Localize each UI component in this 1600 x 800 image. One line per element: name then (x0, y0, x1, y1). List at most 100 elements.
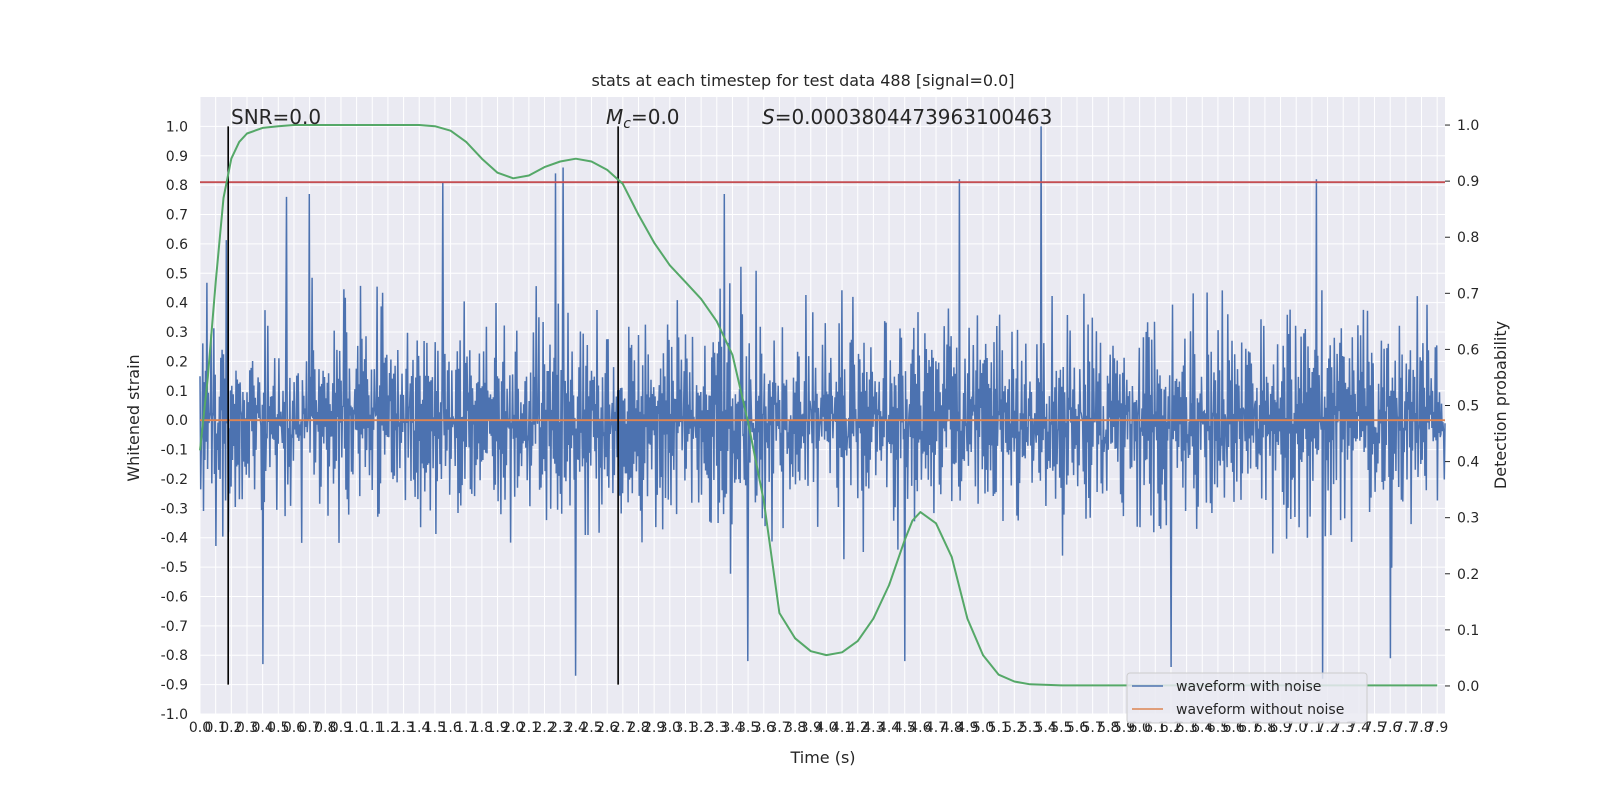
x-tick-label: 7.9 (1426, 720, 1448, 736)
x-tick-label: 5.0 (972, 720, 994, 736)
x-tick-label: 0.4 (252, 720, 274, 736)
x-tick-label: 3.3 (706, 720, 728, 736)
y-ticks: -1.0 -0.9 -0.8 -0.7 -0.6 -0.5 -0.4 -0.3 -0.2 -0.1… (161, 119, 188, 723)
x-tick-label: 2.7 (612, 720, 634, 736)
y-tick-label: 0.5 (166, 266, 188, 282)
x-tick-label: 3.0 (659, 720, 681, 736)
y-tick-label: 0.6 (166, 237, 188, 253)
y-tick-label: 0.3 (166, 325, 188, 341)
x-tick-label: 6.6 (1222, 720, 1244, 736)
x-tick-label: 0.6 (283, 720, 305, 736)
legend-label-noise: waveform with noise (1176, 679, 1321, 695)
noise-series-path (199, 126, 1446, 679)
chart-title: stats at each timestep for test data 488… (591, 71, 1014, 90)
x-tick-label: 1.0 (345, 720, 367, 736)
x-tick-label: 0.0 (189, 720, 211, 736)
x-tick-label: 5.6 (1066, 720, 1088, 736)
x-tick-label: 0.3 (236, 720, 258, 736)
x-tick-label: 6.4 (1191, 720, 1213, 736)
x-tick-label: 7.1 (1301, 720, 1323, 736)
x-tick-label: 7.3 (1332, 720, 1354, 736)
x-tick-label: 3.7 (768, 720, 790, 736)
y-tick-label: -0.5 (161, 560, 188, 576)
x-tick-label: 6.3 (1175, 720, 1197, 736)
x-ticks: 0.00.10.20.30.40.50.60.70.80.91.01.11.21… (189, 720, 1448, 736)
y-tick-label: -0.7 (161, 619, 188, 635)
x-tick-label: 5.2 (1003, 720, 1025, 736)
x-tick-label: 4.5 (894, 720, 916, 736)
y-tick-right-label: 0.7 (1457, 286, 1479, 302)
x-tick-label: 1.4 (408, 720, 430, 736)
x-tick-label: 0.5 (267, 720, 289, 736)
probability-series-path (199, 124, 1438, 687)
x-tick-label: 0.7 (298, 720, 320, 736)
legend-box (1126, 672, 1368, 724)
x-tick-label: 5.1 (988, 720, 1010, 736)
x-tick-label: 0.1 (205, 720, 227, 736)
x-tick-label: 3.9 (800, 720, 822, 736)
series-lines (199, 124, 1445, 687)
y-axis-label: Whitened strain (124, 354, 143, 481)
x-tick-label: 0.2 (220, 720, 242, 736)
y-tick-label: 0.0 (166, 413, 188, 429)
y-tick-label: -0.9 (161, 678, 188, 694)
legend-label-clean: waveform without noise (1176, 702, 1344, 718)
x-tick-label: 4.7 (925, 720, 947, 736)
x-tick-label: 2.6 (596, 720, 618, 736)
annotation-snr: SNR=0.0 (231, 105, 321, 129)
x-tick-label: 1.8 (471, 720, 493, 736)
x-tick-label: 0.8 (314, 720, 336, 736)
x-tick-label: 5.7 (1082, 720, 1104, 736)
x-tick-label: 4.8 (941, 720, 963, 736)
x-tick-label: 7.0 (1285, 720, 1307, 736)
x-tick-label: 4.2 (847, 720, 869, 736)
x-tick-label: 3.1 (674, 720, 696, 736)
y-tick-right-label: 0.4 (1457, 455, 1479, 471)
x-tick-label: 1.1 (361, 720, 383, 736)
y-tick-label: -0.1 (161, 443, 188, 459)
x-tick-label: 7.6 (1379, 720, 1401, 736)
x-tick-label: 2.5 (580, 720, 602, 736)
x-tick-label: 1.3 (392, 720, 414, 736)
x-tick-label: 6.7 (1238, 720, 1260, 736)
y-tick-label: -0.6 (161, 589, 188, 605)
x-tick-label: 4.3 (862, 720, 884, 736)
x-tick-label: 5.3 (1019, 720, 1041, 736)
x-tick-label: 0.9 (330, 720, 352, 736)
noise-series (199, 126, 1446, 679)
x-tick-label: 7.5 (1363, 720, 1385, 736)
x-tick-label: 1.5 (424, 720, 446, 736)
x-tick-label: 5.9 (1113, 720, 1135, 736)
x-tick-label: 4.0 (815, 720, 837, 736)
y-tick-label: -0.4 (161, 531, 188, 547)
x-tick-label: 4.4 (878, 720, 900, 736)
x-tick-label: 6.2 (1160, 720, 1182, 736)
x-tick-label: 7.7 (1395, 720, 1417, 736)
x-tick-label: 1.7 (455, 720, 477, 736)
y-tick-right-label: 0.3 (1457, 511, 1479, 527)
x-tick-label: 7.2 (1316, 720, 1338, 736)
y-tick-label: -0.2 (161, 472, 188, 488)
y-tick-label: 0.1 (166, 384, 188, 400)
y-tick-label: 0.9 (166, 149, 188, 165)
y-tick-label: 0.8 (166, 178, 188, 194)
x-tick-label: 7.8 (1410, 720, 1432, 736)
y-tick-right-label: 0.0 (1457, 679, 1479, 695)
x-tick-label: 6.5 (1207, 720, 1229, 736)
y-tick-right-label: 0.1 (1457, 623, 1479, 639)
x-tick-label: 6.0 (1128, 720, 1150, 736)
x-tick-label: 4.6 (909, 720, 931, 736)
y-tick-label: 1.0 (166, 119, 188, 135)
x-tick-label: 2.8 (627, 720, 649, 736)
x-tick-label: 1.2 (377, 720, 399, 736)
x-tick-label: 3.6 (753, 720, 775, 736)
x-tick-label: 7.4 (1348, 720, 1370, 736)
x-tick-label: 3.4 (721, 720, 743, 736)
x-tick-label: 1.9 (486, 720, 508, 736)
x-tick-label: 3.2 (690, 720, 712, 736)
x-tick-label: 5.4 (1035, 720, 1057, 736)
x-tick-label: 4.9 (956, 720, 978, 736)
y-tick-right-label: 1.0 (1457, 118, 1479, 134)
y-ticks-right: 0.0 0.1 0.2 0.3 0.4 0.5 0.6 0.7 0.8 0.9 1.0 (1445, 118, 1479, 695)
